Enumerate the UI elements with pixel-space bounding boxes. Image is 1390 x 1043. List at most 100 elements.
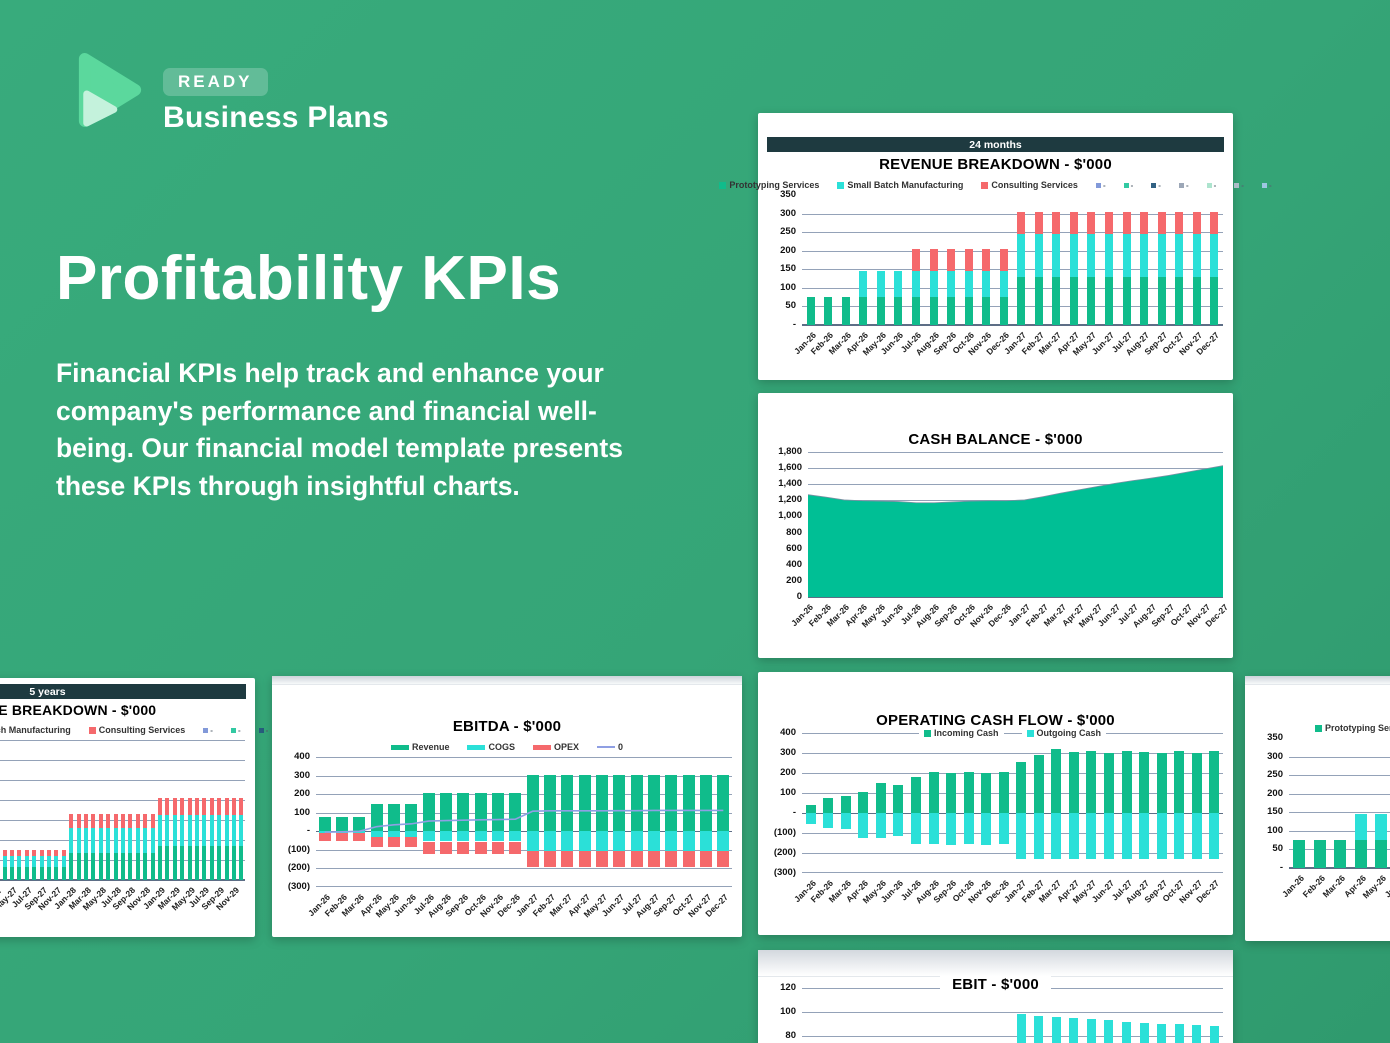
y-axis-tick-label: - [792, 319, 796, 330]
y-axis-tick-label: 1,600 [778, 462, 802, 474]
legend-item: Consulting Services [88, 725, 185, 735]
bar-segment [999, 248, 1008, 272]
bar-segment [805, 805, 816, 813]
bar-segment [1334, 840, 1347, 868]
bar-segment [1068, 752, 1079, 813]
bar-segment [1122, 211, 1131, 234]
legend-chip [1234, 182, 1240, 188]
bar-segment [202, 815, 207, 846]
bar-segment [187, 815, 192, 846]
bar-segment [353, 817, 366, 832]
bar-segment [1052, 277, 1061, 325]
bar-segment [929, 248, 938, 272]
bar-segment [1122, 234, 1131, 278]
bar-segment [648, 774, 660, 832]
y-axis-tick-label: 300 [1267, 750, 1283, 762]
bar-segment [894, 271, 903, 298]
bar-segment [120, 828, 125, 853]
gridline [808, 468, 1223, 470]
gridline [802, 250, 1223, 252]
chart-title: EBITDA - $'000 [452, 718, 562, 735]
bar-segment [231, 798, 236, 815]
bar-segment [1354, 814, 1367, 841]
bar-segment [2, 849, 7, 856]
bar-segment [1121, 751, 1132, 813]
bar-segment [578, 831, 591, 851]
bar-segment [32, 855, 37, 868]
bar-segment [76, 814, 81, 828]
bar-segment [665, 831, 678, 851]
y-axis-tick-label: 300 [780, 207, 796, 219]
bar-segment [83, 814, 88, 828]
bar-segment [928, 772, 939, 813]
brand-badge: READY [163, 68, 268, 96]
bar-segment [1293, 840, 1306, 868]
gridline [316, 794, 732, 796]
legend-item-extra: - [258, 726, 268, 735]
legend-label: Small Batch Manufacturing [847, 180, 964, 190]
bar-segment [187, 846, 192, 880]
bar-segment [1104, 211, 1113, 234]
brand-logo: READY Business Plans [75, 50, 389, 135]
bar-segment [224, 846, 229, 880]
bar-segment [805, 813, 816, 824]
bar-segment [24, 867, 29, 880]
bar-segment [120, 853, 125, 880]
bar-segment [858, 791, 869, 813]
bar-segment [61, 867, 66, 880]
legend-item: Consulting Services [981, 180, 1078, 190]
y-axis-tick-label: 200 [294, 788, 310, 800]
bar-segment [239, 815, 244, 846]
gridline [802, 813, 1223, 814]
chart-card-ebit: EBIT - $'00012010080604020-Jan-26Feb-26M… [758, 950, 1233, 1043]
chart-period-label: 24 months [969, 138, 1022, 151]
y-axis-tick-label: 150 [1267, 806, 1283, 818]
legend-item: COGS [467, 742, 515, 752]
bar-segment [157, 815, 162, 846]
bar-segment [98, 853, 103, 880]
bar-segment [1354, 840, 1367, 868]
bar-segment [422, 831, 435, 842]
legend-item: Incoming Cash [918, 728, 1004, 738]
bar-segment [963, 771, 974, 813]
bar-segment [135, 814, 140, 828]
y-axis-tick-label: 400 [780, 727, 796, 738]
chart-title: REVENUE BREAKDOWN - $'000 [0, 702, 157, 718]
bar-segment [1016, 761, 1027, 813]
legend-chip [1206, 182, 1212, 188]
bar-segment [875, 813, 886, 838]
bar-segment [440, 841, 452, 854]
legend-label: 0 [618, 742, 624, 752]
bar-segment [1375, 814, 1388, 841]
legend-chip [597, 746, 616, 748]
legend-label: Small Batch Manufacturing [0, 725, 71, 735]
y-axis-tick-label: 50 [1272, 843, 1283, 855]
bar-segment [964, 248, 973, 272]
plot-region [1289, 738, 1390, 869]
bar-segment [981, 813, 992, 845]
bar-segment [875, 783, 886, 813]
chart-period-header: 5 years [0, 684, 246, 699]
bar-segment [69, 853, 74, 880]
y-axis-tick-label: 150 [780, 263, 796, 275]
gridline [802, 324, 1223, 326]
bar-segment [509, 793, 522, 832]
bar-segment [231, 846, 236, 880]
bar-segment [1313, 840, 1326, 868]
bar-segment [946, 773, 957, 813]
chart-plot-area: 400 300 200 100 - (100) (200) (300) [282, 752, 732, 892]
gridline [808, 484, 1223, 486]
bar-segment [150, 828, 155, 853]
gridline [316, 849, 732, 851]
bar-segment [318, 831, 331, 833]
bar-segment [648, 850, 660, 868]
bar-segment [1122, 1021, 1132, 1043]
bar-segment [128, 828, 133, 853]
y-axis-tick-label: 100 [780, 787, 796, 798]
y-axis-tick-label: - [792, 807, 796, 818]
bar-segment [999, 297, 1008, 325]
bar-segment [202, 798, 207, 815]
bar-segment [561, 850, 574, 868]
